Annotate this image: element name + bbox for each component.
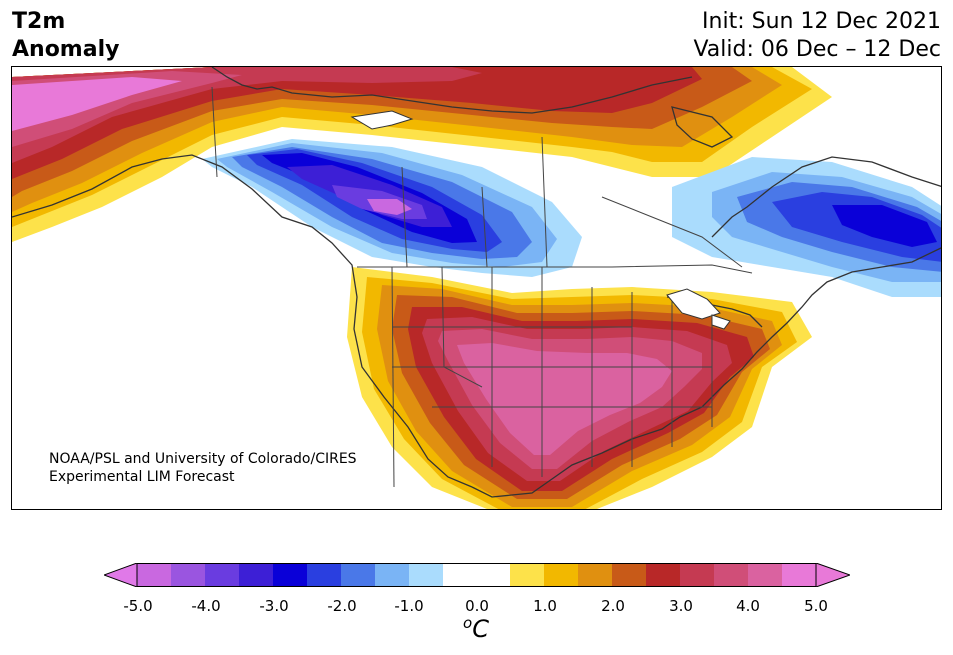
lakes (350, 110, 731, 330)
cold-region-west-canada (202, 139, 582, 277)
colorbar-bin (544, 563, 578, 587)
colorbar-extend-high (815, 563, 850, 587)
title-variable-line2: Anomaly (12, 37, 120, 62)
colorbar-tick: 2.0 (601, 597, 625, 615)
map-canvas (12, 67, 941, 509)
colorbar-tick: -4.0 (191, 597, 221, 615)
colorbar-tick: -3.0 (259, 597, 289, 615)
cold-region-quebec (672, 157, 941, 297)
colorbar-bin (748, 563, 782, 587)
map-title: T2m Anomaly (12, 8, 119, 64)
unit-superscript: o (463, 614, 473, 632)
colorbar-tick: 4.0 (736, 597, 760, 615)
valid-range: Valid: 06 Dec – 12 Dec (693, 37, 941, 62)
colorbar-bin (409, 563, 443, 587)
credit-text: NOAA/PSL and University of Colorado/CIRE… (49, 450, 357, 486)
colorbar-bin (714, 563, 748, 587)
colorbar-bin (646, 563, 680, 587)
colorbar-tick-labels: -5.0 -4.0 -3.0 -2.0 -1.0 0.0 1.0 2.0 3.0… (0, 597, 953, 617)
colorbar-tick: -2.0 (327, 597, 357, 615)
colorbar (104, 563, 850, 587)
colorbar-outline (136, 563, 817, 587)
colorbar-bin (680, 563, 714, 587)
map-dates: Init: Sun 12 Dec 2021 Valid: 06 Dec – 12… (693, 8, 941, 64)
colorbar-tick: 5.0 (804, 597, 828, 615)
anomaly-map (11, 66, 942, 510)
state-province-borders (211, 86, 753, 488)
colorbar-bin (341, 563, 375, 587)
colorbar-tick: -1.0 (394, 597, 424, 615)
colorbar-bin (782, 563, 816, 587)
colorbar-bin (239, 563, 273, 587)
coastlines (12, 67, 941, 498)
colorbar-tick: 1.0 (533, 597, 557, 615)
colorbar-bin (171, 563, 205, 587)
colorbar-bins (137, 563, 816, 587)
colorbar-tick: -5.0 (123, 597, 153, 615)
init-date: Init: Sun 12 Dec 2021 (702, 9, 941, 34)
colorbar-unit-label: oC (463, 614, 489, 643)
colorbar-bin (578, 563, 612, 587)
colorbar-tick: 0.0 (465, 597, 489, 615)
unit-main: C (472, 615, 489, 643)
title-variable-line1: T2m (12, 9, 66, 34)
colorbar-bin (307, 563, 341, 587)
colorbar-bin (375, 563, 409, 587)
colorbar-bin (137, 563, 171, 587)
colorbar-bin (205, 563, 239, 587)
credit-line2: Experimental LIM Forecast (49, 469, 235, 485)
colorbar-bin (612, 563, 646, 587)
colorbar-tick: 3.0 (669, 597, 693, 615)
colorbar-bin (273, 563, 307, 587)
colorbar-extend-low (104, 563, 138, 587)
colorbar-bin (443, 563, 510, 587)
credit-line1: NOAA/PSL and University of Colorado/CIRE… (49, 451, 357, 467)
colorbar-bin (510, 563, 544, 587)
